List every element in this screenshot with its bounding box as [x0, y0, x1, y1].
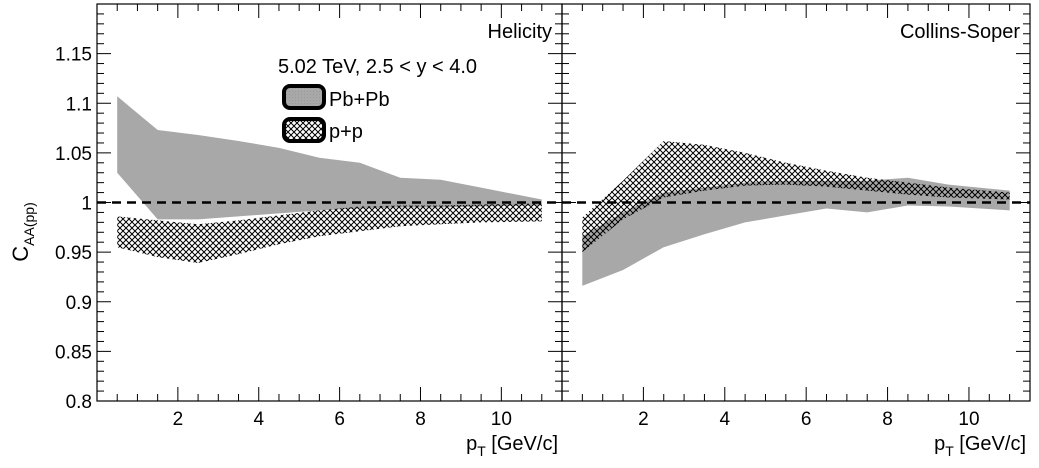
- y-axis-title: CAA(pp): [8, 202, 37, 261]
- y-tick-label: 0.85: [55, 342, 92, 363]
- x-tick-label: 6: [334, 409, 345, 430]
- x-axis-title: pT [GeV/c]: [466, 433, 558, 459]
- legend-label-pbpb: Pb+Pb: [329, 89, 390, 111]
- x-tick-label: 4: [253, 409, 264, 430]
- y-tick-label: 1.15: [55, 45, 92, 66]
- panel-collins-soper: 2 4 6 8 10 pT [GeV/c] Collins-Soper: [561, 3, 1031, 459]
- y-tick-label: 1.1: [66, 94, 92, 115]
- x-tick-label: 2: [638, 409, 649, 430]
- legend: 5.02 TeV, 2.5 < y < 4.0 Pb+Pb p+p: [278, 56, 477, 143]
- x-tick-label: 6: [801, 409, 812, 430]
- y-tick-label: 1.05: [55, 144, 92, 165]
- x-tick-label: 2: [173, 409, 184, 430]
- panel-helicity: 2 4 6 8 10 0.8 0.85 0.9 0.95 1 1.05 1.1 1.15 CAA(pp) p…: [8, 3, 563, 459]
- panel-label: Helicity: [488, 21, 552, 43]
- x-tick-label: 8: [882, 409, 893, 430]
- y-tick-label: 1: [81, 194, 92, 215]
- y-tick-label: 0.8: [66, 392, 92, 413]
- x-tick-label: 4: [719, 409, 730, 430]
- x-tick-label: 10: [958, 409, 979, 430]
- legend-swatch-pbpb: [282, 84, 326, 110]
- panel-label: Collins-Soper: [900, 21, 1020, 43]
- y-tick-label: 0.95: [55, 243, 92, 264]
- legend-title: 5.02 TeV, 2.5 < y < 4.0: [278, 56, 477, 78]
- band-pbpb: [117, 96, 542, 220]
- band-pp: [117, 203, 542, 263]
- band-pp: [582, 141, 1010, 253]
- legend-swatch-pp: [282, 117, 326, 143]
- band-pbpb: [582, 177, 1010, 286]
- x-axis-title: pT [GeV/c]: [934, 433, 1026, 459]
- x-tick-label: 10: [491, 409, 512, 430]
- y-tick-label: 0.9: [66, 293, 92, 314]
- x-tick-label: 8: [415, 409, 426, 430]
- legend-label-pp: p+p: [329, 121, 363, 143]
